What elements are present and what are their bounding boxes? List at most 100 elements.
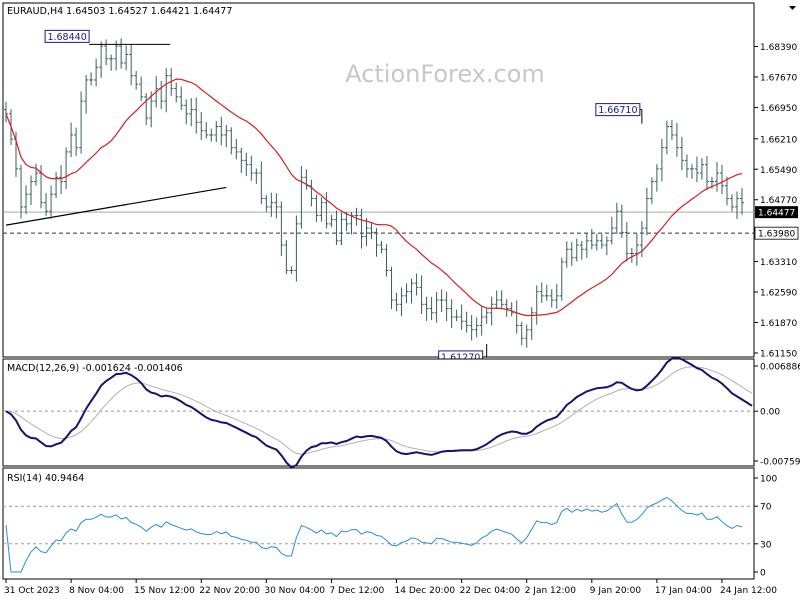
candle [654, 164, 659, 192]
candle [434, 292, 439, 323]
candle [354, 207, 359, 226]
candle [44, 193, 49, 217]
candle [49, 185, 54, 220]
candle [554, 284, 559, 309]
candle [194, 97, 199, 134]
candle [584, 233, 589, 258]
candle [714, 161, 719, 192]
candle [629, 247, 634, 263]
price-panel: ActionForex.com 1.68440 1.66710 1.61270 EU… [2, 2, 796, 364]
candle [579, 241, 584, 260]
candle [734, 191, 739, 219]
candle [659, 138, 664, 182]
candle [359, 208, 364, 249]
candle [279, 201, 284, 257]
candle [144, 93, 149, 126]
candle [274, 193, 279, 219]
candle [534, 285, 539, 325]
macd-tick-label: -0.007591 [760, 458, 800, 468]
candle [619, 204, 624, 238]
rsi-header: RSI(14) 40.9464 [7, 473, 84, 484]
candle [109, 54, 114, 71]
svg-text:1.66710: 1.66710 [598, 105, 637, 116]
svg-text:1.63980: 1.63980 [758, 230, 795, 240]
candle [199, 111, 204, 141]
candle [259, 161, 264, 205]
rsi-axis: 100 70 30 0 [754, 475, 777, 579]
svg-text:1.68440: 1.68440 [47, 32, 86, 43]
candle [139, 76, 144, 102]
candle [649, 177, 654, 204]
candle [234, 138, 239, 160]
candle [129, 44, 134, 86]
candle [94, 58, 99, 87]
header-dropdown-icon[interactable] [789, 6, 796, 10]
candle [614, 202, 619, 235]
current-price-box: 1.64477 [755, 206, 798, 219]
candle [364, 218, 369, 246]
candle [384, 244, 389, 277]
price-tick-label: 1.62590 [760, 289, 797, 299]
rsi-tick-label: 70 [760, 503, 772, 513]
time-tick-label: 31 Oct 2023 [4, 586, 60, 596]
price-tick-label: 1.64770 [760, 196, 797, 206]
candle [294, 215, 299, 282]
time-tick-label: 17 Jan 04:00 [655, 586, 712, 596]
candle [684, 154, 689, 178]
candle [399, 287, 404, 317]
price-tick-label: 1.66950 [760, 104, 797, 114]
candle [329, 214, 334, 228]
candle [624, 222, 629, 262]
candle [694, 156, 699, 183]
candle [74, 127, 79, 157]
candle [454, 309, 459, 322]
candle [104, 39, 109, 66]
candle [79, 91, 84, 154]
candle [589, 229, 594, 250]
price-tick-label: 1.61870 [760, 319, 797, 329]
candle [59, 165, 64, 194]
rsi-tick-label: 0 [760, 569, 766, 579]
rsi-panel: RSI(14) 40.9464 [2, 467, 755, 580]
candle [334, 210, 339, 245]
support-price-box: 1.63980 [754, 226, 799, 240]
candle [524, 324, 529, 348]
candle [419, 275, 424, 315]
candle [254, 168, 259, 184]
candle [439, 289, 444, 312]
candle [494, 290, 499, 310]
candle [339, 212, 344, 246]
candle [299, 166, 304, 229]
candle [594, 233, 599, 251]
candle [149, 91, 154, 128]
time-tick-label: 14 Dec 20:00 [395, 586, 456, 596]
candle [409, 278, 414, 304]
candle [539, 282, 544, 303]
candle [69, 122, 74, 158]
candle [444, 291, 449, 322]
candle [224, 124, 229, 148]
macd-tick-label: 0.00 [760, 408, 780, 418]
candle [379, 240, 384, 254]
candle [34, 163, 39, 186]
candle [479, 305, 484, 336]
candle [134, 71, 139, 90]
candle [529, 307, 534, 340]
time-tick-label: 2 Jan 12:00 [525, 586, 577, 596]
candle [344, 211, 349, 232]
price-tick-label: 1.61150 [760, 350, 797, 360]
candle [604, 236, 609, 256]
price-tick-label: 1.68390 [760, 43, 797, 53]
candle [664, 120, 669, 155]
rsi-line [5, 496, 743, 573]
price-tick-label: 1.63310 [760, 258, 797, 268]
candle [119, 38, 124, 69]
macd-main-line [5, 356, 753, 469]
candle [324, 191, 329, 229]
candle [394, 292, 399, 312]
candle [689, 164, 694, 179]
candle [269, 192, 274, 217]
candle [204, 122, 209, 139]
candle [284, 240, 289, 275]
time-tick-label: 30 Nov 04:00 [264, 586, 325, 596]
